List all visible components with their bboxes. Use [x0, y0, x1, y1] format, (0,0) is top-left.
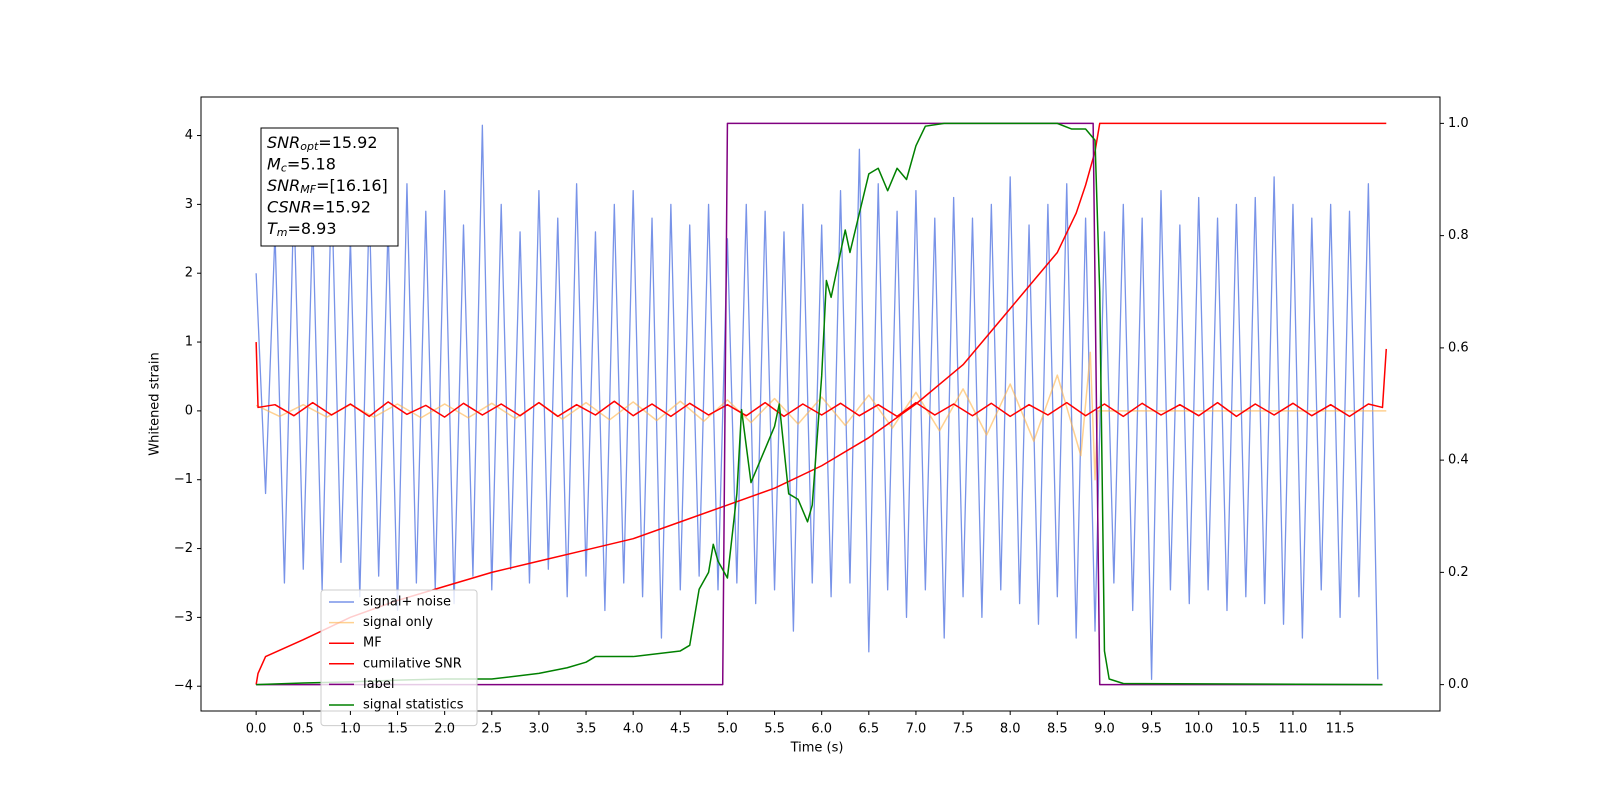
legend-label: label: [363, 677, 394, 692]
legend-frame: [320, 589, 478, 727]
x-tick-label: 11.0: [1278, 722, 1307, 737]
x-tick-label: 3.5: [576, 722, 597, 737]
annotation-subscript: opt: [300, 140, 319, 153]
axes-frame: [200, 96, 1441, 712]
annotation-line: CSNR=15.92: [267, 197, 371, 216]
x-tick-label: 1.0: [340, 722, 361, 737]
x-tick-label: 10.0: [1184, 722, 1213, 737]
legend-label: signal statistics: [363, 698, 464, 713]
y2-tick-label: 1.0: [1448, 116, 1469, 131]
annotation-line: Tm=8.93: [267, 219, 337, 240]
x-tick-label: 9.5: [1141, 722, 1162, 737]
x-tick-label: 6.5: [858, 722, 879, 737]
x-tick-label: 6.0: [811, 722, 832, 737]
legend-label: signal+ noise: [363, 595, 451, 610]
y-tick-label: 4: [185, 128, 193, 143]
y-axis-label: Whitened strain: [148, 352, 163, 455]
y2-tick-label: 0.2: [1448, 565, 1469, 580]
annotation-symbol: SNR: [267, 176, 300, 195]
x-tick-label: 2.5: [481, 722, 502, 737]
x-tick-label: 11.5: [1326, 722, 1355, 737]
x-tick-label: 4.5: [670, 722, 691, 737]
y-tick-label: 2: [185, 266, 193, 281]
x-tick-label: 1.5: [387, 722, 408, 737]
x-tick-label: 0.0: [246, 722, 267, 737]
annotation-subscript: m: [277, 226, 288, 239]
annotation-symbol: T: [267, 219, 278, 238]
x-tick-label: 2.0: [434, 722, 455, 737]
y-tick-label: −3: [174, 610, 193, 625]
y2-tick-label: 0.0: [1448, 677, 1469, 692]
x-tick-label: 0.5: [293, 722, 314, 737]
x-tick-label: 10.5: [1231, 722, 1260, 737]
y-tick-label: −4: [174, 679, 193, 694]
x-tick-label: 8.0: [1000, 722, 1021, 737]
annotation-line: SNRMF=[16.16]: [267, 176, 388, 197]
series-line: [255, 124, 1379, 680]
legend-label: signal only: [363, 615, 433, 630]
x-tick-label: 5.5: [764, 722, 785, 737]
annotation-value: =15.92: [312, 197, 371, 216]
series-line: [255, 342, 1388, 418]
annotation-value: =8.93: [288, 219, 337, 238]
annotation-box: SNRopt=15.92Mc=5.18SNRMF=[16.16]CSNR=15.…: [260, 127, 399, 247]
x-tick-label: 3.0: [529, 722, 550, 737]
y-tick-label: −1: [174, 472, 193, 487]
annotation-line: SNRopt=15.92: [267, 133, 378, 154]
annotation-value: =15.92: [318, 133, 377, 152]
series-line: [256, 122, 1383, 686]
y-tick-label: 3: [185, 197, 193, 212]
y-tick-label: −2: [174, 541, 193, 556]
series-line: [256, 122, 1383, 686]
x-tick-label: 4.0: [623, 722, 644, 737]
annotation-symbol: M: [267, 154, 281, 173]
x-tick-label: 7.5: [953, 722, 974, 737]
annotation-subscript: MF: [300, 183, 316, 196]
legend: signal+ noise signal only MF cumilative SNR…: [320, 589, 478, 727]
y2-tick-label: 0.6: [1448, 340, 1469, 355]
annotation-frame: [260, 127, 399, 247]
annotation-line: Mc=5.18: [267, 154, 336, 175]
annotation-value: =5.18: [287, 154, 336, 173]
legend-label: cumilative SNR: [363, 656, 462, 671]
x-tick-label: 8.5: [1047, 722, 1068, 737]
annotation-symbol: SNR: [267, 133, 300, 152]
annotation-value: =[16.16]: [316, 176, 388, 195]
y2-tick-label: 0.4: [1448, 453, 1469, 468]
x-tick-label: 5.0: [717, 722, 738, 737]
annotation-symbol: CSNR: [267, 197, 312, 216]
y-tick-label: 1: [185, 335, 193, 350]
x-tick-label: 7.0: [906, 722, 927, 737]
y-tick-label: 0: [185, 403, 193, 418]
x-tick-label: 9.0: [1094, 722, 1115, 737]
y2-tick-label: 0.8: [1448, 228, 1469, 243]
legend-label: MF: [363, 636, 382, 651]
annotation-subscript: c: [281, 162, 287, 175]
x-axis-label: Time (s): [790, 741, 844, 756]
